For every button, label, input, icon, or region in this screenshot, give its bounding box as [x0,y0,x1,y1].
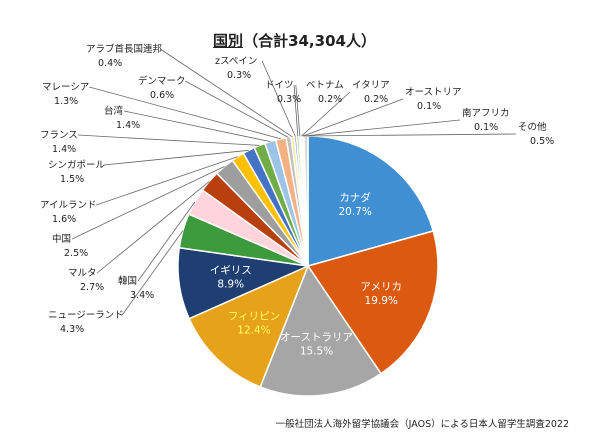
slice-label-イタリア: イタリア [352,80,390,91]
leader-line-ベトナム [295,84,301,137]
slice-label-アラブ首長国連邦: アラブ首長国連邦 [86,43,163,55]
slice-label-韓国: 韓国 [118,276,137,287]
slice-label-ベトナム: ベトナム [306,80,344,91]
slice-value-アラブ首長国連邦: 0.4% [98,58,122,69]
slice-label-中国: 中国 [52,233,71,245]
slice-label-オーストリア: オーストリア [405,87,462,98]
slice-label-イギリス: イギリス [210,265,252,277]
slice-value-マルタ: 2.7% [80,282,104,293]
slice-label-シンガポール: シンガポール [48,160,106,171]
leader-line-zスペイン [261,60,296,137]
pie-slices [177,135,439,397]
leader-line-マレーシア [89,86,281,140]
leader-line-マルタ [96,181,210,274]
leader-lines [71,48,517,316]
leader-line-その他 [305,133,517,137]
pie-slice-アメリカ [306,230,439,375]
slice-label-フランス: フランス [40,130,78,141]
slice-value-カナダ: 20.7% [338,206,371,218]
leader-line-ニュージーランド [121,230,184,316]
pie-slice-フィリピン [188,264,310,388]
slice-value-ニュージーランド: 4.3% [60,324,84,335]
slice-label-その他: その他 [518,121,547,133]
leader-line-イタリア [301,91,351,137]
leader-line-シンガポール [104,149,249,166]
chart-title: 国別（合計34,304人） [0,30,589,51]
slice-label-アイルランド: アイルランド [40,200,97,211]
leader-line-中国 [71,166,225,240]
slice-value-ドイツ: 0.3% [277,94,301,105]
slice-label-台湾: 台湾 [104,105,124,117]
slice-label-マルタ: マルタ [68,268,97,279]
slice-label-アメリカ: アメリカ [360,281,401,293]
slice-value-中国: 2.5% [64,248,88,259]
pie-slice-オーストラリア [259,264,382,397]
slice-value-フランス: 1.4% [52,144,76,155]
slice-value-マレーシア: 1.3% [54,96,78,107]
pie-slice-カナダ [307,135,435,267]
slice-value-デンマーク: 0.6% [150,90,174,101]
chart-title-sub: （合計34,304人） [243,32,376,50]
leader-line-台湾 [123,110,271,142]
slice-value-シンガポール: 1.5% [60,174,84,185]
slice-value-韓国: 3.4% [130,290,154,301]
slice-value-ベトナム: 0.2% [318,94,342,105]
slice-label-カナダ: カナダ [339,191,371,204]
leader-line-南アフリカ [303,119,461,137]
leader-line-韓国 [137,201,196,282]
slice-label-デンマーク: デンマーク [138,75,186,87]
slice-label-zスペイン: zスペイン [215,56,257,67]
slice-labels: カナダ 20.7% アメリカ 19.9% オーストラリア 15.5% フィリピン 12.4% イ… [40,43,554,358]
slice-value-オーストラリア: 15.5% [300,346,333,358]
slice-value-オーストリア: 0.1% [417,101,441,112]
slice-value-zスペイン: 0.3% [227,70,251,81]
leader-line-オーストリア [302,98,404,137]
leader-line-ドイツ [293,84,299,137]
leader-line-フランス [78,134,260,146]
slice-label-ドイツ: ドイツ [265,80,294,91]
slice-label-南アフリカ: 南アフリカ [462,107,510,119]
slice-label-オーストラリア: オーストラリア [280,332,353,344]
slice-value-アイルランド: 1.6% [52,214,76,225]
leader-line-デンマーク [184,80,289,138]
slice-label-マレーシア: マレーシア [42,82,89,93]
chart-title-main: 国別 [213,32,244,50]
slice-value-アメリカ: 19.9% [365,295,398,307]
slice-value-イタリア: 0.2% [364,94,388,105]
slice-value-イギリス: 8.9% [217,279,244,291]
source-note: 一般社団法人海外留学協議会（JAOS）による日本人留学生調査2022 [275,419,569,430]
slice-value-台湾: 1.4% [116,120,140,131]
slice-label-フィリピン: フィリピン [228,310,280,322]
slice-value-その他: 0.5% [530,136,554,147]
slice-label-ニュージーランド: ニュージーランド [48,310,124,321]
leader-line-アラブ首長国連邦 [159,48,293,138]
leader-line-アイルランド [96,156,238,206]
slice-value-フィリピン: 12.4% [237,324,270,336]
slice-value-南アフリカ: 0.1% [474,122,498,133]
